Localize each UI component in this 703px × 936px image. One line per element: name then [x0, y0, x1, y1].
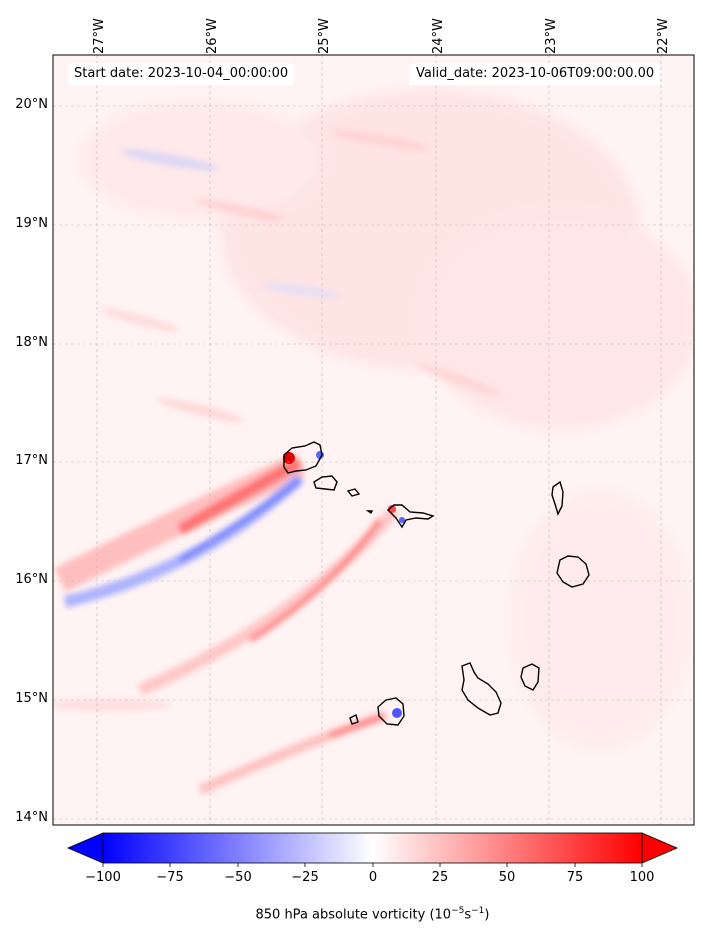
- island-sal: [551, 480, 564, 516]
- lon-label: 22°W: [656, 18, 671, 54]
- colorbar-tick-label: 50: [498, 870, 516, 885]
- island-sao-vicente: [313, 475, 338, 491]
- lat-label: 16°N: [15, 572, 48, 587]
- island-maio: [520, 663, 540, 691]
- colorbar-title-exp2: −1: [471, 906, 485, 916]
- colorbar-extend-min: [66, 832, 104, 864]
- island-branco: [365, 510, 374, 515]
- lon-label: 26°W: [205, 18, 220, 54]
- start-date-label: Start date: 2023-10-04_00:00:00: [68, 63, 295, 85]
- colorbar-tick-label: 75: [566, 870, 584, 885]
- colorbar: [66, 832, 679, 867]
- colorbar-gradient: [102, 832, 643, 864]
- lon-label: 24°W: [431, 18, 446, 54]
- lon-label: 23°W: [544, 18, 559, 54]
- lat-label: 14°N: [15, 810, 48, 825]
- island-santiago: [461, 662, 502, 716]
- plot-border: [52, 54, 695, 826]
- valid-date-label: Valid_date: 2023-10-06T09:00:00.00: [410, 63, 661, 85]
- colorbar-tick-label: 100: [629, 870, 655, 885]
- coastlines: [283, 441, 590, 726]
- lat-label: 15°N: [15, 691, 48, 706]
- island-fogo: [377, 697, 405, 726]
- colorbar-title-unit: s: [464, 907, 472, 923]
- lat-label: 19°N: [15, 216, 48, 231]
- colorbar-extend-max: [641, 832, 679, 864]
- island-brava: [349, 713, 359, 725]
- lon-label: 25°W: [317, 18, 332, 54]
- island-sao-nicolau: [386, 504, 435, 529]
- colorbar-title-main: 850 hPa absolute vorticity (10: [255, 907, 452, 923]
- colorbar-tick-label: 25: [431, 870, 449, 885]
- colorbar-tick-label: −75: [156, 870, 184, 885]
- graticule: [53, 55, 694, 825]
- lat-label: 20°N: [15, 97, 48, 112]
- colorbar-title-end: ): [484, 907, 490, 923]
- colorbar-title-exp1: −5: [451, 906, 465, 916]
- colorbar-tick-label: −50: [224, 870, 252, 885]
- lat-label: 17°N: [15, 453, 48, 468]
- colorbar-title: 850 hPa absolute vorticity (10−5s−1): [0, 906, 703, 922]
- island-boa-vista: [556, 555, 590, 588]
- lon-label: 27°W: [92, 18, 107, 54]
- vorticity-max-spot: [283, 452, 295, 464]
- vorticity-field: [53, 55, 694, 825]
- lat-label: 18°N: [15, 335, 48, 350]
- island-santa-luzia: [346, 488, 361, 497]
- colorbar-tick-label: −100: [85, 870, 121, 885]
- colorbar-tick-label: −25: [291, 870, 319, 885]
- colorbar-tick-label: 0: [368, 870, 378, 885]
- island-santo-antao: [283, 441, 323, 474]
